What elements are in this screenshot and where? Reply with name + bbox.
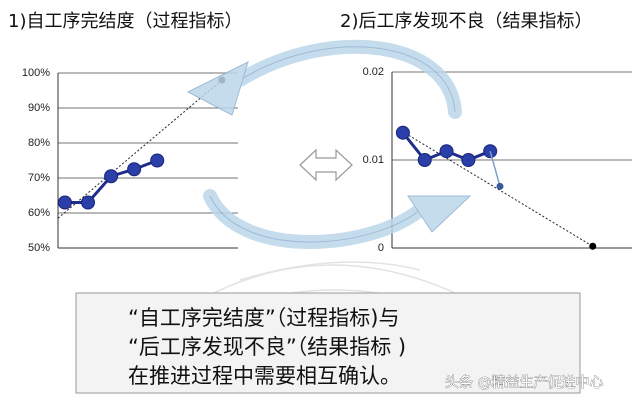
right-chart-title: 2)后工序发现不良（结果指标）: [340, 11, 592, 32]
y-tick-label: 70%: [28, 172, 50, 184]
y-tick-label: 100%: [22, 67, 50, 79]
y-tick-label: 50%: [28, 242, 50, 254]
data-point: [417, 153, 432, 167]
y-tick-label: 0: [378, 242, 384, 254]
series-line: [489, 150, 501, 187]
y-tick-label: 80%: [28, 137, 50, 149]
y-tick-label: 90%: [28, 102, 50, 114]
caption-box: [75, 292, 581, 394]
caption-line: 在推进过程中需要相互确认。: [128, 364, 401, 388]
data-point: [461, 153, 476, 167]
charts: 50% 60% 70% 80% 90% 100% 0 0.01 0.02: [22, 66, 632, 254]
y-tick-label: 0.01: [363, 154, 384, 166]
data-point: [439, 144, 454, 159]
y-tick-label: 0.02: [363, 66, 384, 78]
caption-line: “自工序完结度”（过程指标)与: [128, 306, 399, 330]
y-tick-label: 60%: [28, 207, 50, 219]
data-point: [150, 153, 165, 168]
cycle-arrows: [186, 39, 472, 249]
data-point: [81, 195, 95, 210]
trend-line: [57, 79, 223, 219]
data-point: [496, 182, 504, 190]
data-point: [127, 162, 142, 177]
data-point: [104, 169, 119, 184]
data-point: [57, 195, 72, 210]
watermark: 头条 @精益生产促进中心: [445, 374, 603, 391]
trend-line: [398, 128, 593, 247]
caption-line: “后工序发现不良”（结果指标 ): [128, 335, 406, 359]
target-point: [589, 242, 597, 250]
left-chart-title: 1)自工序完结度（过程指标）: [8, 11, 242, 32]
data-point: [395, 125, 410, 140]
